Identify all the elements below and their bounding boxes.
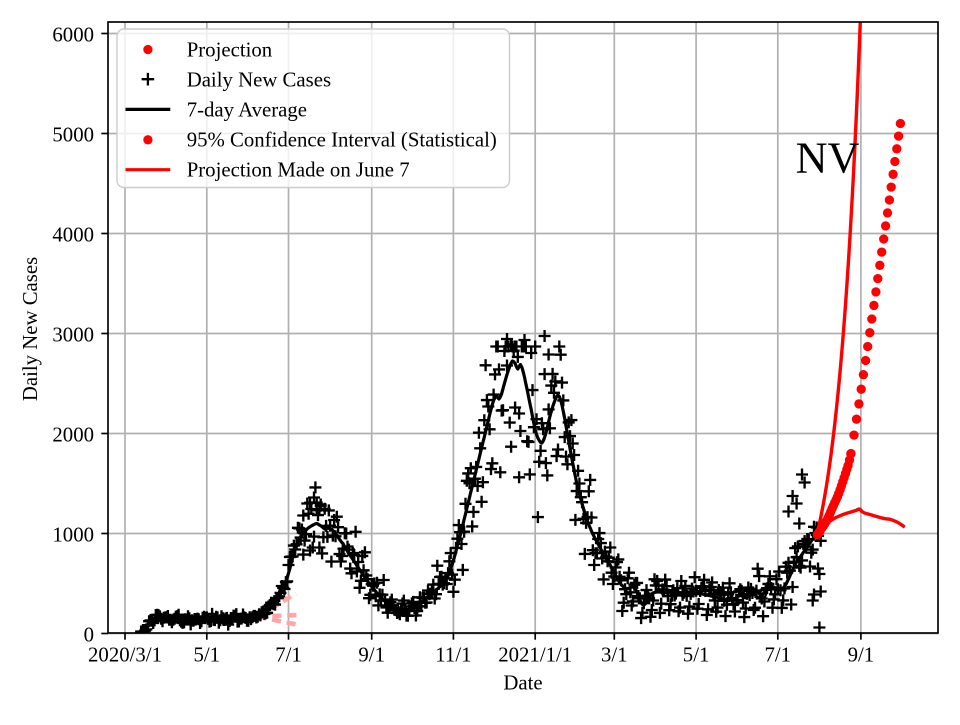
svg-text:2020/3/1: 2020/3/1 (88, 644, 162, 667)
svg-text:Daily New Cases: Daily New Cases (19, 257, 42, 401)
svg-text:7/1: 7/1 (765, 644, 792, 667)
svg-text:0: 0 (84, 623, 94, 646)
svg-text:5000: 5000 (52, 123, 94, 146)
svg-text:95% Confidence Interval (Stati: 95% Confidence Interval (Statistical) (187, 129, 497, 152)
svg-text:Date: Date (503, 672, 542, 695)
svg-text:1000: 1000 (52, 523, 94, 546)
svg-text:7/1: 7/1 (275, 644, 302, 667)
svg-text:NV: NV (796, 133, 860, 182)
svg-text:Projection Made on June 7: Projection Made on June 7 (187, 159, 410, 182)
svg-text:9/1: 9/1 (358, 644, 385, 667)
svg-text:Daily New Cases: Daily New Cases (187, 69, 331, 92)
svg-text:3/1: 3/1 (601, 644, 628, 667)
svg-text:4000: 4000 (52, 223, 94, 246)
svg-text:2021/1/1: 2021/1/1 (498, 644, 572, 667)
svg-text:5/1: 5/1 (683, 644, 710, 667)
svg-text:2000: 2000 (52, 423, 94, 446)
svg-text:7-day Average: 7-day Average (187, 99, 307, 122)
svg-text:11/1: 11/1 (435, 644, 471, 667)
svg-text:3000: 3000 (52, 323, 94, 346)
svg-text:9/1: 9/1 (848, 644, 875, 667)
svg-text:5/1: 5/1 (194, 644, 221, 667)
svg-text:Projection: Projection (187, 39, 273, 62)
svg-text:6000: 6000 (52, 23, 94, 46)
